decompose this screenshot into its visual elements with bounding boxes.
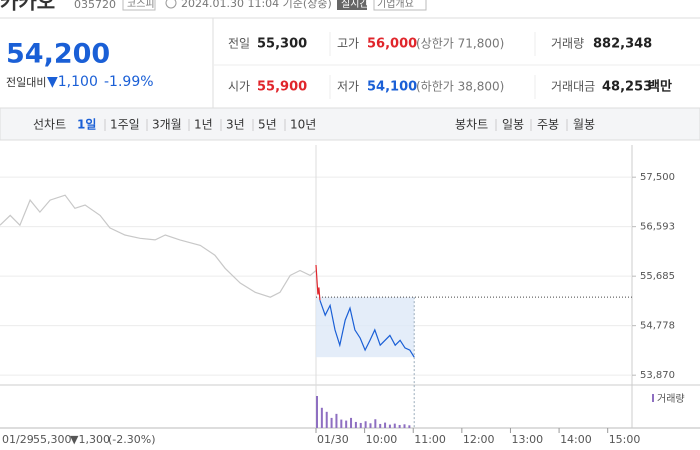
x-tick-label: 11:00 bbox=[414, 433, 446, 446]
x-tick-label: 01/30 bbox=[317, 433, 349, 446]
price-line bbox=[0, 194, 317, 298]
summary-label: 거래대금 bbox=[551, 80, 595, 94]
volume-bar bbox=[359, 422, 362, 428]
summary-note: (하한가 38,800) bbox=[416, 80, 504, 94]
market-badge bbox=[122, 0, 156, 11]
x-tick-label: 12:00 bbox=[463, 433, 495, 446]
volume-bar bbox=[403, 424, 406, 428]
volume-bar bbox=[350, 417, 353, 428]
summary-unit: 백만 bbox=[648, 79, 672, 95]
prev-date: 01/29 bbox=[2, 433, 34, 446]
volume-bar bbox=[316, 396, 318, 428]
x-tick-label: 13:00 bbox=[511, 433, 543, 446]
volume-bar bbox=[345, 420, 348, 428]
x-tick-label: 15:00 bbox=[609, 433, 641, 446]
volume-bar bbox=[320, 407, 323, 428]
period-tab[interactable]: 10년 bbox=[290, 118, 316, 132]
period-tab[interactable]: 3년 bbox=[226, 118, 245, 132]
summary-value: 55,900 bbox=[257, 80, 307, 95]
period-tab[interactable]: 5년 bbox=[258, 118, 277, 132]
chart: 57,500 56,593 55,685 54,778 53,870 01/30 10:00… bbox=[0, 145, 700, 446]
period-tab[interactable]: 주봉 bbox=[537, 118, 559, 132]
volume-bar bbox=[369, 423, 372, 428]
summary-value: 55,300 bbox=[257, 37, 307, 52]
period-tab[interactable]: 1주일 bbox=[110, 118, 140, 132]
volume-bar bbox=[354, 421, 357, 428]
summary-label: 거래량 bbox=[551, 37, 584, 51]
y-tick-label: 55,685 bbox=[640, 271, 675, 282]
summary-value: 54,100 bbox=[367, 80, 417, 95]
tab-bar bbox=[0, 107, 700, 141]
volume-bar bbox=[330, 417, 333, 428]
price-line bbox=[315, 264, 321, 301]
summary-label: 전일 bbox=[228, 37, 250, 51]
price-line bbox=[319, 300, 415, 358]
range-band bbox=[316, 297, 415, 358]
y-tick-label: 54,778 bbox=[640, 321, 675, 332]
tab-group-label: 봉차트 bbox=[455, 118, 488, 132]
summary-label: 저가 bbox=[337, 80, 359, 94]
timestamp: 2024.01.30 11:04 기준(장중) bbox=[181, 0, 332, 10]
period-tab[interactable]: 1년 bbox=[194, 118, 213, 132]
volume-bar bbox=[374, 419, 377, 428]
summary-label: 고가 bbox=[337, 37, 359, 51]
x-tick-label: 14:00 bbox=[560, 433, 592, 446]
current-price: 54,200 bbox=[6, 39, 110, 70]
prev-change-pct: (-2.30%) bbox=[108, 433, 156, 446]
summary-value: 882,348 bbox=[593, 37, 652, 52]
volume-bar bbox=[340, 419, 343, 428]
volume-bar bbox=[335, 413, 338, 428]
realtime-badge bbox=[337, 0, 367, 10]
company-info-button[interactable] bbox=[373, 0, 427, 11]
volume-legend-swatch bbox=[652, 394, 654, 402]
stock-code: 035720 bbox=[74, 0, 116, 11]
summary-value: 56,000 bbox=[367, 37, 417, 52]
volume-bar bbox=[388, 424, 391, 428]
change-pct: -1.99% bbox=[104, 74, 154, 90]
market: 코스피 bbox=[127, 0, 155, 10]
volume-bar bbox=[384, 422, 387, 428]
realtime: 실시간 bbox=[341, 0, 369, 10]
summary-note: (상한가 71,800) bbox=[416, 37, 504, 51]
prev-change: ▼1,300 bbox=[70, 433, 110, 446]
summary-value: 48,253 bbox=[602, 80, 652, 95]
volume-bar bbox=[393, 423, 396, 428]
x-tick-label: 10:00 bbox=[366, 433, 398, 446]
volume-bar bbox=[364, 421, 367, 428]
volume-bar bbox=[408, 425, 411, 428]
company-info[interactable]: 기업개요 bbox=[377, 0, 414, 10]
summary-label: 시가 bbox=[228, 80, 250, 94]
y-tick-label: 56,593 bbox=[640, 222, 675, 233]
prev-close: 55,300 bbox=[33, 433, 72, 446]
tabs: 선차트 1일 1주일 3개월 1년 3년 5년 10년 봉차트 일봉 주봉 월봉 bbox=[33, 118, 595, 132]
change-label: 전일대비 bbox=[6, 75, 46, 89]
period-tab[interactable]: 3개월 bbox=[152, 118, 182, 132]
period-tab[interactable]: 월봉 bbox=[573, 118, 595, 132]
volume-bar bbox=[398, 424, 401, 428]
y-tick-label: 57,500 bbox=[640, 172, 675, 183]
volume-bar bbox=[325, 411, 328, 428]
clock-icon bbox=[165, 0, 177, 9]
y-tick-label: 53,870 bbox=[640, 370, 675, 381]
period-tab[interactable]: 1일 bbox=[77, 118, 96, 132]
volume-bar bbox=[379, 423, 382, 428]
tab-group-label: 선차트 bbox=[33, 118, 66, 132]
period-tab[interactable]: 일봉 bbox=[502, 118, 524, 132]
change: ▼1,100 bbox=[47, 74, 98, 90]
volume-legend: 거래량 bbox=[657, 393, 685, 405]
stock-name: 카카오 bbox=[0, 0, 55, 14]
